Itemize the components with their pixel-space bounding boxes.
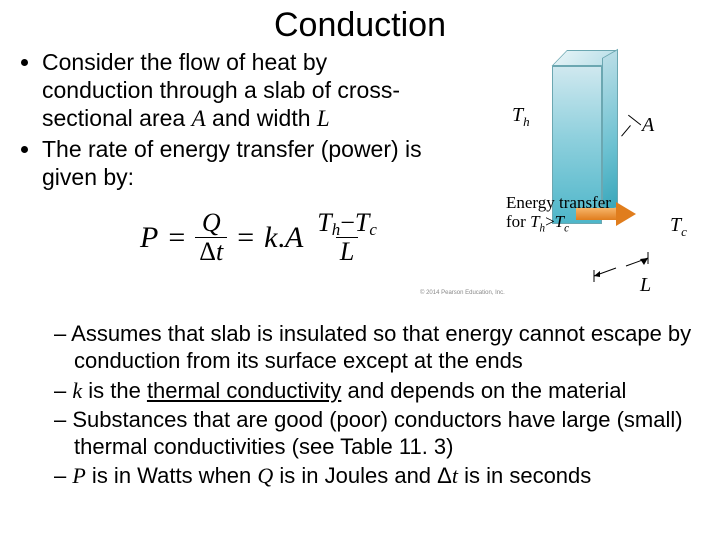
diagram-caption: Energy transfer for Th>Tc (506, 194, 611, 234)
sub-bullet-2: – k is the thermal conductivity and depe… (54, 377, 702, 404)
sub-2-k: k (72, 378, 82, 403)
eq-equals-2: = (237, 221, 254, 255)
label-Th-h: h (523, 114, 530, 129)
var-A: A (192, 106, 206, 131)
eq-k: k (264, 221, 277, 254)
sub-bullet-1: – Assumes that slab is insulated so that… (54, 320, 702, 375)
eq-kA: k.A (264, 221, 303, 255)
conduction-diagram: Th A Tc Energy transfer for Th>Tc L (472, 44, 702, 296)
eq-Th-h: h (332, 220, 340, 239)
eq-equals-1: = (168, 221, 185, 255)
eq-A: A (285, 221, 303, 254)
eq-dot: . (277, 221, 285, 254)
sub-4-b: is in Joules and (273, 463, 437, 488)
sub-4-delta: Δ (437, 463, 452, 488)
sub-2-mid: is the (82, 378, 147, 403)
slab-side-face (602, 49, 618, 216)
sub-2-ul: thermal conductivity (147, 378, 341, 403)
eq-t: t (216, 237, 223, 266)
caption-Tc-c: c (564, 222, 569, 234)
eq-frac-2: Th−Tc L (313, 210, 381, 265)
page-title: Conduction (0, 0, 720, 45)
eq-P: P (140, 221, 158, 255)
caption-Tc-T: T (555, 212, 564, 231)
equation: P = Q Δt = k.A Th−Tc L (140, 210, 381, 265)
label-L: L (640, 274, 651, 297)
sub-4-P: P (72, 463, 85, 488)
caption-gt: > (545, 212, 555, 231)
eq-dt: Δt (195, 237, 227, 265)
label-Th-T: T (512, 104, 523, 126)
eq-Q: Q (198, 210, 225, 237)
label-Tc: Tc (670, 214, 687, 240)
caption-for: for (506, 212, 530, 231)
copyright-credit: © 2014 Pearson Education, Inc. (420, 290, 505, 296)
eq-Tc-T: T (355, 208, 369, 237)
sub-2-post: and depends on the material (341, 378, 626, 403)
label-A: A (642, 114, 654, 137)
arrow-head (616, 202, 636, 226)
eq-minus: − (340, 208, 355, 237)
caption-line-1: Energy transfer (506, 194, 611, 213)
sub-4-c: is in seconds (458, 463, 591, 488)
sub-1-text: Assumes that slab is insulated so that e… (71, 321, 691, 373)
eq-den2: L (336, 237, 358, 265)
sub-bullet-4: – P is in Watts when Q is in Joules and … (54, 462, 702, 489)
label-Th: Th (512, 104, 530, 130)
eq-Tc-c: c (369, 220, 377, 239)
eq-delta: Δ (199, 237, 216, 266)
var-L: L (317, 106, 330, 131)
caption-line-2: for Th>Tc (506, 213, 611, 235)
sub-3-text: Substances that are good (poor) conducto… (72, 407, 682, 459)
sub-4-Q: Q (257, 463, 273, 488)
caption-Th-T: T (530, 212, 539, 231)
sub-bullet-3: – Substances that are good (poor) conduc… (54, 406, 702, 461)
eq-num2: Th−Tc (313, 210, 381, 237)
sub-bullet-list: – Assumes that slab is insulated so that… (54, 320, 702, 492)
eq-Th-T: T (317, 208, 331, 237)
bullet-1-text-b: and width (206, 105, 317, 131)
eq-frac-1: Q Δt (195, 210, 227, 265)
label-Tc-T: T (670, 214, 681, 236)
sub-4-a: is in Watts when (86, 463, 258, 488)
label-Tc-c: c (681, 224, 687, 239)
